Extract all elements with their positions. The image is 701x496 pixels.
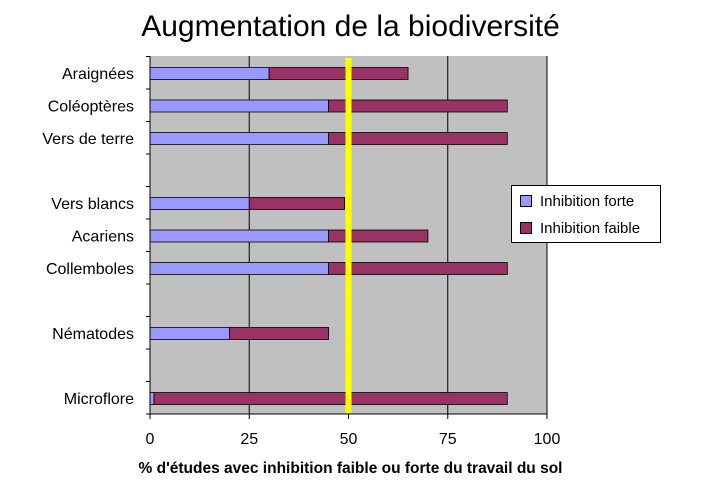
bar-forte: [149, 229, 330, 243]
legend-item-forte: Inhibition forte: [520, 191, 634, 211]
bar-faible: [268, 67, 409, 80]
chart-title: Augmentation de la biodiversité: [141, 10, 560, 43]
legend-label-forte: Inhibition forte: [540, 192, 635, 210]
bar-faible: [328, 132, 508, 145]
bar-forte: [149, 67, 270, 80]
category-label: Araignées: [62, 66, 134, 83]
bar-forte: [149, 132, 330, 145]
category-label: Nématodes: [52, 326, 134, 343]
bar-faible: [248, 197, 345, 210]
bar-forte: [149, 392, 155, 405]
tick-labels: 0 25 50 75 100: [146, 431, 561, 448]
legend-label-faible: Inhibition faible: [540, 219, 641, 237]
bar-faible: [328, 99, 508, 113]
x-axis-label: % d'études avec inhibition faible ou for…: [138, 460, 563, 477]
reference-line-group: [345, 58, 352, 413]
x-tick-label: 50: [340, 431, 358, 448]
bar-forte: [149, 262, 330, 275]
bar-faible: [153, 392, 508, 405]
category-label: Microflore: [64, 391, 134, 408]
legend: Inhibition forte Inhibition faible: [511, 185, 661, 243]
axes: [146, 56, 548, 419]
bar-forte: [149, 197, 250, 210]
category-label: Vers blancs: [51, 196, 134, 213]
x-tick-label: 100: [534, 431, 561, 448]
bar-forte: [149, 327, 230, 340]
category-label: Acariens: [72, 229, 134, 246]
bar-faible: [328, 262, 508, 275]
legend-item-faible: Inhibition faible: [520, 218, 640, 238]
category-label: Collemboles: [46, 261, 134, 278]
category-label: Vers de terre: [42, 131, 134, 148]
category-labels: Araignées Coléoptères Vers de terre Vers bl…: [42, 66, 134, 408]
legend-swatch-faible: [520, 222, 532, 234]
x-tick-label: 25: [240, 431, 258, 448]
reference-line: [345, 58, 352, 413]
category-label: Coléoptères: [48, 99, 134, 116]
bar-forte: [149, 99, 330, 113]
x-tick-label: 75: [439, 431, 457, 448]
legend-swatch-forte: [520, 195, 532, 207]
x-tick-label: 0: [146, 431, 155, 448]
bar-faible: [228, 327, 330, 340]
bar-faible: [328, 229, 429, 243]
